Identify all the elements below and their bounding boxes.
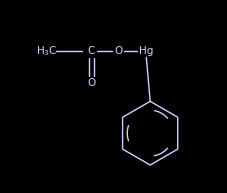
Text: H$_3$C: H$_3$C — [36, 44, 58, 58]
Text: O: O — [114, 46, 122, 56]
Text: Hg: Hg — [139, 46, 153, 56]
Text: O: O — [87, 78, 95, 88]
Text: C: C — [88, 46, 95, 56]
